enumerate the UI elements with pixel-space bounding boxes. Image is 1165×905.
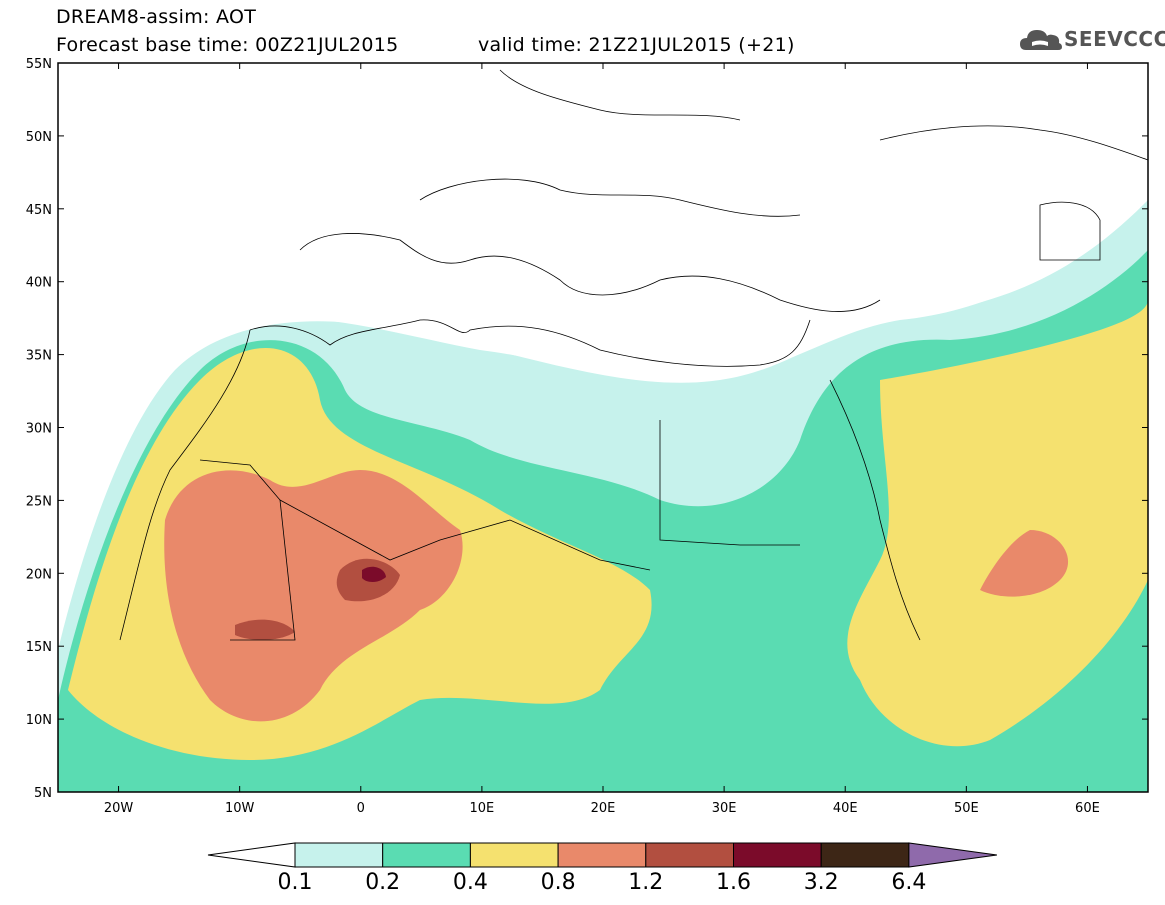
lon-label: 50E bbox=[954, 801, 979, 816]
lat-label: 45N bbox=[26, 203, 52, 218]
colorbar-label: 1.2 bbox=[628, 870, 663, 895]
colorbar-label: 0.4 bbox=[453, 870, 488, 895]
colorbar-label: 1.6 bbox=[716, 870, 751, 895]
colorbar-label: 0.2 bbox=[365, 870, 400, 895]
colorbar-label: 0.1 bbox=[278, 870, 313, 895]
forecast-base-time: Forecast base time: 00Z21JUL2015 bbox=[56, 34, 399, 56]
lon-label: 60E bbox=[1075, 801, 1100, 816]
lon-label: 20E bbox=[591, 801, 616, 816]
colorbar-segment bbox=[382, 842, 471, 868]
aot-contour-0.4-arabia bbox=[847, 300, 1148, 747]
lat-label: 40N bbox=[26, 276, 52, 291]
colorbar-segment bbox=[645, 842, 734, 868]
lat-label: 5N bbox=[34, 786, 52, 801]
lat-label: 50N bbox=[26, 130, 52, 145]
lat-label: 20N bbox=[26, 567, 52, 582]
colorbar-segment bbox=[469, 842, 559, 868]
aot-contour-1.2-mali bbox=[235, 619, 295, 640]
lon-label: 20W bbox=[104, 801, 134, 816]
colorbar-label: 3.2 bbox=[804, 870, 839, 895]
lat-label: 25N bbox=[26, 494, 52, 509]
seevccc-logo: SEEVCCC bbox=[1018, 22, 1165, 58]
lon-label: 30E bbox=[712, 801, 737, 816]
colorbar-segment bbox=[294, 842, 384, 868]
colorbar-high-arrow bbox=[908, 842, 997, 868]
lon-label: 10E bbox=[470, 801, 495, 816]
colorbar: 0.1 0.2 0.4 0.8 1.2 1.6 3.2 6.4 bbox=[207, 842, 997, 895]
aot-fields bbox=[58, 63, 1148, 792]
valid-time: valid time: 21Z21JUL2015 (+21) bbox=[478, 34, 795, 56]
logo-text: SEEVCCC bbox=[1064, 27, 1165, 51]
lat-label: 55N bbox=[26, 57, 52, 72]
aot-contour-0.8 bbox=[164, 470, 463, 722]
colorbar-segment bbox=[733, 842, 822, 868]
colorbar-segment bbox=[557, 842, 647, 868]
lon-label: 10W bbox=[225, 801, 255, 816]
cloud-icon bbox=[1020, 30, 1062, 50]
lon-label: 0 bbox=[357, 801, 365, 816]
colorbar-label: 0.8 bbox=[541, 870, 576, 895]
lon-label: 40E bbox=[833, 801, 858, 816]
map-title: DREAM8-assim: AOT bbox=[56, 6, 257, 28]
lat-label: 15N bbox=[26, 640, 52, 655]
lat-label: 30N bbox=[26, 422, 52, 437]
lat-label: 35N bbox=[26, 349, 52, 364]
clear-area-north bbox=[58, 63, 1148, 560]
colorbar-segment bbox=[820, 842, 910, 868]
lat-label: 10N bbox=[26, 713, 52, 728]
aot-contour-0.8-oman bbox=[980, 530, 1069, 597]
colorbar-low-arrow bbox=[207, 842, 296, 868]
axis-ticks: 55N 50N 45N 40N 35N 30N 25N 20N 15N 10N 5N 20W 10W 0 1… bbox=[26, 57, 1148, 816]
country-borders bbox=[119, 69, 1148, 641]
aot-contour-1.6 bbox=[362, 566, 386, 582]
colorbar-label: 6.4 bbox=[891, 870, 926, 895]
